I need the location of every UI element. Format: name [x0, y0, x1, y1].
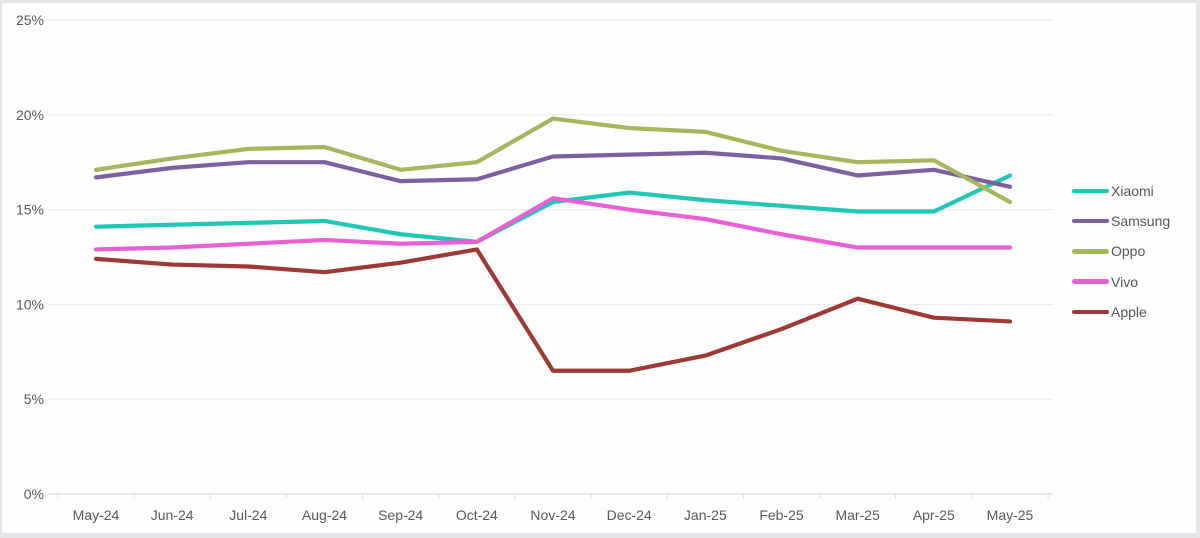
series-line-xiaomi	[93, 173, 1013, 244]
y-axis-label: 20%	[16, 107, 44, 123]
x-axis-label: Jul-24	[229, 507, 267, 523]
series-line-samsung	[93, 150, 1013, 189]
series-line-vivo	[93, 196, 1013, 252]
x-axis-label: May-25	[987, 507, 1034, 523]
x-axis-label: Dec-24	[607, 507, 652, 523]
x-axis-label: Aug-24	[302, 507, 347, 523]
x-axis-label: Sep-24	[378, 507, 423, 523]
y-axis-label: 15%	[16, 202, 44, 218]
series-line-oppo	[93, 116, 1013, 205]
x-axis-label: Oct-24	[456, 507, 498, 523]
x-axis-label: Mar-25	[835, 507, 880, 523]
x-axis-label: Jun-24	[151, 507, 194, 523]
y-axis-label: 0%	[24, 486, 44, 502]
x-axis-label: Feb-25	[759, 507, 804, 523]
y-axis-label: 25%	[16, 12, 44, 28]
x-axis-label: Nov-24	[530, 507, 575, 523]
x-axis-label: Apr-25	[913, 507, 955, 523]
x-axis-label: May-24	[73, 507, 120, 523]
series-line-apple	[93, 247, 1013, 373]
y-axis-label: 10%	[16, 296, 44, 312]
y-axis-label: 5%	[24, 391, 44, 407]
x-axis-label: Jan-25	[684, 507, 727, 523]
